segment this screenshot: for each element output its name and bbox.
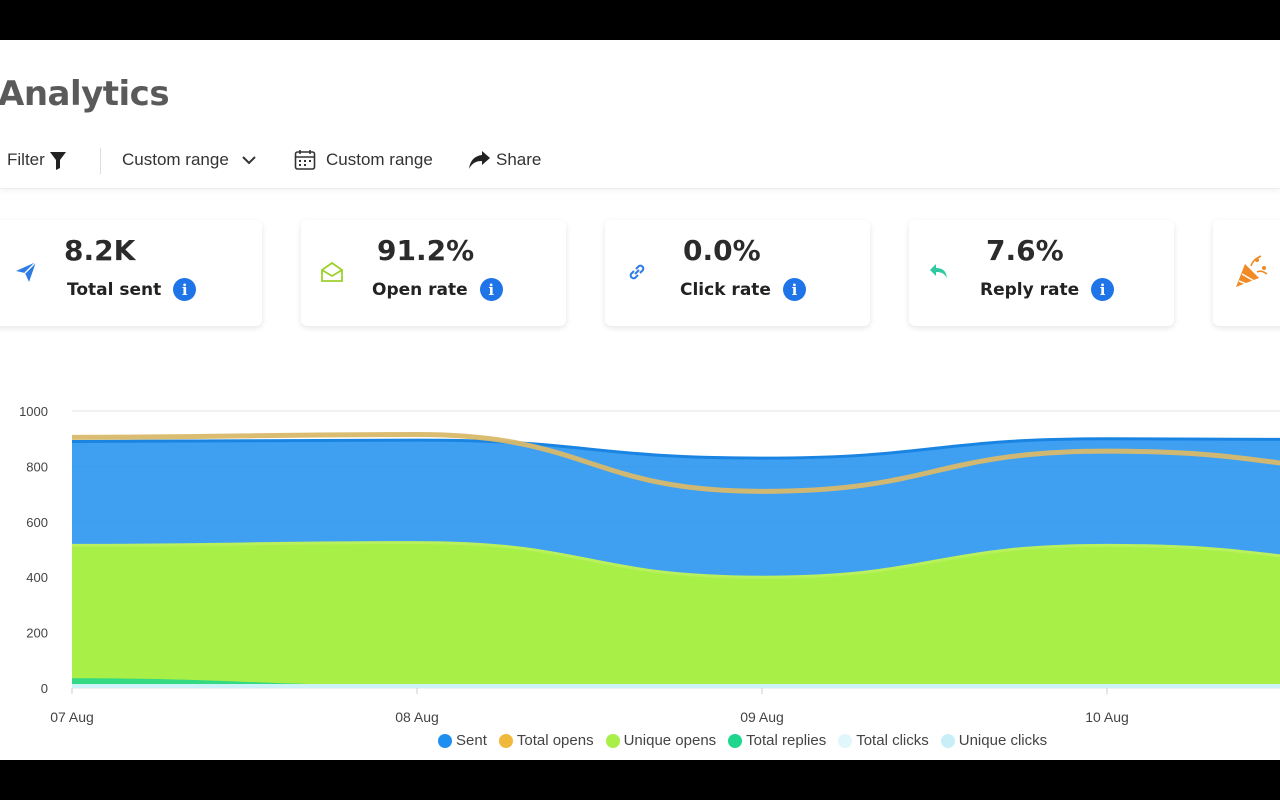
stat-value: 91.2% [377,234,475,267]
legend-label: Unique clicks [958,732,1048,749]
chevron-down-icon [242,155,256,165]
stat-value: 0.0% [683,234,761,267]
share-label: Share [496,150,542,169]
unique-opens-line [71,541,1280,579]
x-tick-label: 09 Aug [740,709,784,725]
y-tick-label: 0 [41,681,48,696]
legend-item[interactable]: Sent [438,732,487,749]
legend-swatch [838,733,853,748]
filter-button[interactable]: Filter [7,147,67,173]
legend-label: Total opens [516,732,594,749]
y-tick-label: 200 [26,626,48,641]
y-tick-label: 400 [26,570,48,585]
stat-label: Total sent [67,279,162,300]
legend-label: Unique opens [623,732,717,749]
y-tick-label: 800 [26,459,48,474]
y-axis-labels: 0 200 400 600 800 1000 [19,404,48,696]
stat-label-row: Total sent i [67,278,197,301]
range-select[interactable]: Custom range [122,147,256,173]
legend-item[interactable]: Total clicks [838,732,929,749]
total-clicks-area [72,684,1280,688]
reply-icon [927,260,951,284]
legend-item[interactable]: Total replies [728,732,826,749]
filter-icon [49,151,67,170]
legend-swatch [438,733,452,748]
send-icon [14,260,38,284]
share-button[interactable]: Share [468,147,541,173]
legend-item[interactable]: Total opens [498,732,594,749]
range-select-label: Custom range [122,150,229,169]
x-tick-label: 08 Aug [395,709,439,725]
stat-card-partial [1213,220,1280,326]
share-icon [468,150,491,170]
stat-card-open-rate: 91.2% Open rate i [301,220,566,326]
legend-swatch [940,733,955,748]
stat-label: Click rate [680,279,771,300]
info-icon[interactable]: i [1091,278,1115,301]
total-opens-line [71,432,1280,494]
y-tick-label: 1000 [19,404,48,419]
y-tick-label: 600 [26,515,48,530]
stat-card-click-rate: 0.0% Click rate i [605,220,870,326]
unique-opens-area [72,542,1280,688]
calendar-icon [294,149,316,171]
legend-swatch [728,733,743,748]
info-icon[interactable]: i [782,278,806,301]
legend-item[interactable]: Unique opens [605,732,717,749]
chart-legend: Sent Total opens Unique opens Total replies… [438,732,1059,749]
info-icon[interactable]: i [173,278,197,301]
date-range-picker[interactable]: Custom range [294,147,433,173]
envelope-open-icon [320,260,344,284]
toolbar: Filter Custom range Custom range Share [0,135,1280,189]
chart-areas [71,432,1280,688]
party-popper-icon [1233,254,1269,290]
legend-swatch [498,733,513,748]
stat-label-row: Click rate i [680,278,806,301]
stat-value: 7.6% [986,234,1064,267]
activity-area-chart: 0 200 400 600 800 1000 07 Aug 08 Aug 09 Aug 10 A… [19,404,1280,725]
toolbar-divider [100,148,101,174]
info-icon[interactable]: i [479,278,503,301]
page-title: Analytics [0,74,170,114]
sent-line [71,437,1280,460]
x-tick-label: 10 Aug [1085,709,1129,725]
legend-swatch [605,733,620,748]
x-tick-label: 07 Aug [50,709,94,725]
date-range-label: Custom range [326,150,433,169]
stat-card-total-sent: 8.2K Total sent i [0,220,262,326]
stat-label: Reply rate [980,279,1080,300]
x-axis-labels: 07 Aug 08 Aug 09 Aug 10 Aug [50,709,1129,725]
legend-label: Sent [456,732,487,749]
stat-card-reply-rate: 7.6% Reply rate i [909,220,1174,326]
legend-label: Total clicks [856,732,929,749]
filter-label: Filter [7,150,45,169]
analytics-screen: Analytics Filter Custom range Custom ran… [0,40,1280,760]
stat-value: 8.2K [64,234,136,267]
stat-label-row: Reply rate i [980,278,1115,301]
link-icon [625,260,649,284]
stat-label-row: Open rate i [372,278,503,301]
legend-item[interactable]: Unique clicks [940,732,1048,749]
stat-label: Open rate [372,279,468,300]
legend-label: Total replies [746,732,827,749]
